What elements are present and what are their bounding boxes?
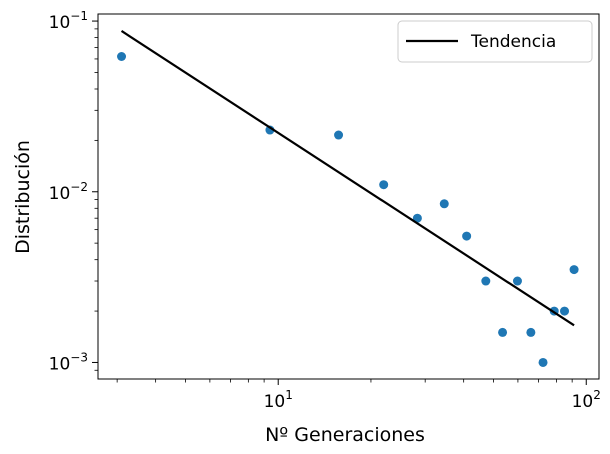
data-point <box>334 130 344 140</box>
legend-label-trend: Tendencia <box>470 32 556 52</box>
legend-box <box>397 20 593 63</box>
minor-ticks <box>94 28 573 383</box>
data-point <box>512 276 522 286</box>
legend: Tendencia <box>397 20 593 63</box>
data-point <box>498 327 508 337</box>
y-tick-label: 10−3 <box>49 350 88 374</box>
x-tick-label: 102 <box>572 388 601 412</box>
x-axis-ticks: 101 102 <box>264 379 601 412</box>
data-point <box>117 52 127 62</box>
y-axis-label: Distribución <box>12 140 34 254</box>
data-point <box>462 231 472 241</box>
data-point <box>412 213 422 223</box>
data-point <box>526 327 536 337</box>
y-tick-label: 10−1 <box>49 9 88 33</box>
data-point <box>439 199 449 209</box>
data-point <box>538 357 548 367</box>
y-tick-label: 10−2 <box>49 180 88 204</box>
data-point <box>481 276 491 286</box>
x-tick-label: 101 <box>264 388 293 412</box>
data-point <box>379 180 389 190</box>
y-axis-ticks: 10−3 10−2 10−1 <box>49 9 98 374</box>
trend-line <box>120 30 575 327</box>
data-point <box>569 265 579 275</box>
scatter-points <box>117 52 579 367</box>
data-point <box>560 306 570 316</box>
plot-area <box>98 14 599 379</box>
x-axis-label: Nº Generaciones <box>265 424 425 446</box>
plot-frame <box>97 13 600 380</box>
